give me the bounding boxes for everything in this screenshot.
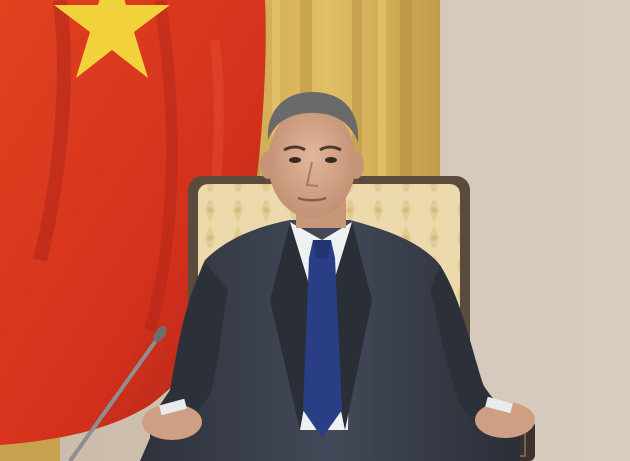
- flag-star: [54, 0, 170, 78]
- seated-man: [140, 92, 535, 461]
- right-arm: [430, 265, 510, 430]
- tie: [303, 240, 342, 438]
- left-hand: [142, 404, 202, 440]
- hair: [267, 92, 359, 142]
- right-hand: [475, 402, 535, 438]
- left-arm: [150, 262, 228, 428]
- microphone: [68, 326, 167, 461]
